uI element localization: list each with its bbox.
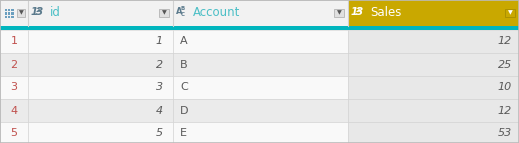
Text: 3: 3 [36, 7, 44, 17]
Bar [0, 122, 28, 143]
Text: 3: 3 [10, 83, 18, 93]
Text: 1: 1 [31, 7, 37, 17]
Text: 10: 10 [498, 83, 512, 93]
Text: 2: 2 [156, 59, 163, 69]
Text: 1: 1 [156, 36, 163, 46]
Text: 3: 3 [357, 7, 364, 17]
Bar [5, 12, 7, 15]
Bar [0, 76, 28, 99]
Bar [348, 53, 519, 76]
Text: Account: Account [193, 6, 240, 19]
Text: B: B [180, 59, 188, 69]
Text: 12: 12 [498, 106, 512, 116]
Text: 12: 12 [498, 36, 512, 46]
Bar [0, 0, 519, 26]
Bar [348, 0, 519, 26]
Text: 4: 4 [10, 106, 18, 116]
Text: 3: 3 [156, 83, 163, 93]
FancyBboxPatch shape [505, 9, 515, 17]
Text: 2: 2 [10, 59, 18, 69]
Bar [0, 26, 519, 30]
Text: 1: 1 [350, 7, 358, 17]
Text: C: C [181, 12, 185, 17]
Bar [173, 122, 348, 143]
Bar [28, 53, 173, 76]
Text: C: C [180, 83, 188, 93]
Bar [0, 99, 28, 122]
Bar [173, 30, 348, 53]
Bar [173, 99, 348, 122]
Text: 53: 53 [498, 129, 512, 139]
Bar [5, 9, 7, 11]
Bar [348, 76, 519, 99]
Bar [5, 16, 7, 18]
Bar [0, 53, 28, 76]
Text: E: E [180, 129, 187, 139]
FancyBboxPatch shape [17, 9, 25, 17]
Bar [173, 76, 348, 99]
Bar [173, 53, 348, 76]
Text: 25: 25 [498, 59, 512, 69]
Text: 2: 2 [356, 7, 360, 12]
Text: 2: 2 [35, 7, 39, 12]
FancyBboxPatch shape [334, 9, 344, 17]
Text: 5: 5 [156, 129, 163, 139]
Bar [28, 76, 173, 99]
Text: ▼: ▼ [508, 10, 512, 15]
FancyBboxPatch shape [159, 9, 169, 17]
Bar [11, 16, 13, 18]
Text: D: D [180, 106, 188, 116]
Bar [8, 9, 10, 11]
Bar [28, 99, 173, 122]
Bar [348, 30, 519, 53]
Bar [28, 122, 173, 143]
Bar [8, 16, 10, 18]
Text: 5: 5 [10, 129, 18, 139]
Text: 4: 4 [156, 106, 163, 116]
Text: B: B [181, 6, 185, 11]
Bar [0, 30, 28, 53]
Text: Sales: Sales [370, 6, 401, 19]
Text: A: A [180, 36, 188, 46]
Bar [8, 12, 10, 15]
Text: ▼: ▼ [19, 10, 23, 15]
Text: ▼: ▼ [161, 10, 167, 15]
Bar [11, 9, 13, 11]
Bar [348, 99, 519, 122]
Bar [348, 122, 519, 143]
Bar [11, 12, 13, 15]
Text: id: id [50, 6, 61, 19]
Bar [28, 30, 173, 53]
Text: A: A [176, 7, 182, 16]
Text: 1: 1 [10, 36, 18, 46]
Text: ▼: ▼ [337, 10, 342, 15]
